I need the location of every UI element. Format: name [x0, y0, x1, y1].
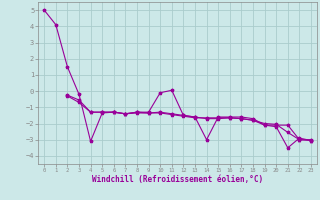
X-axis label: Windchill (Refroidissement éolien,°C): Windchill (Refroidissement éolien,°C): [92, 175, 263, 184]
